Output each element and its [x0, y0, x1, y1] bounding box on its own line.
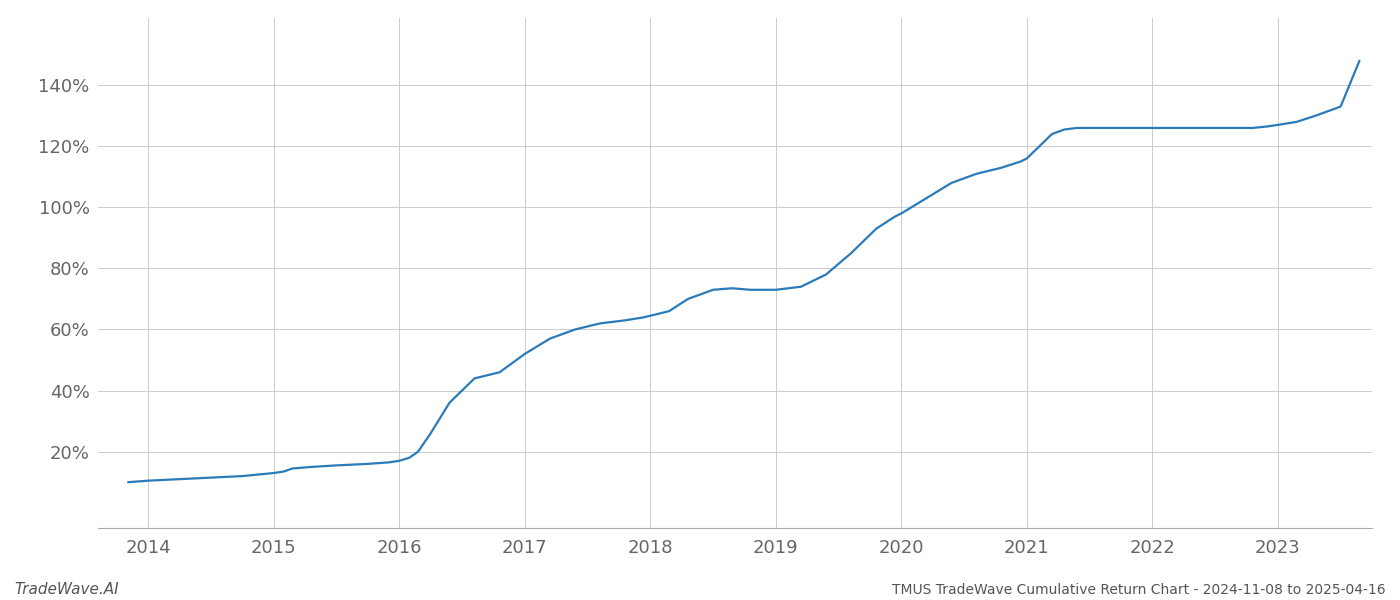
- Text: TradeWave.AI: TradeWave.AI: [14, 582, 119, 597]
- Text: TMUS TradeWave Cumulative Return Chart - 2024-11-08 to 2025-04-16: TMUS TradeWave Cumulative Return Chart -…: [892, 583, 1386, 597]
